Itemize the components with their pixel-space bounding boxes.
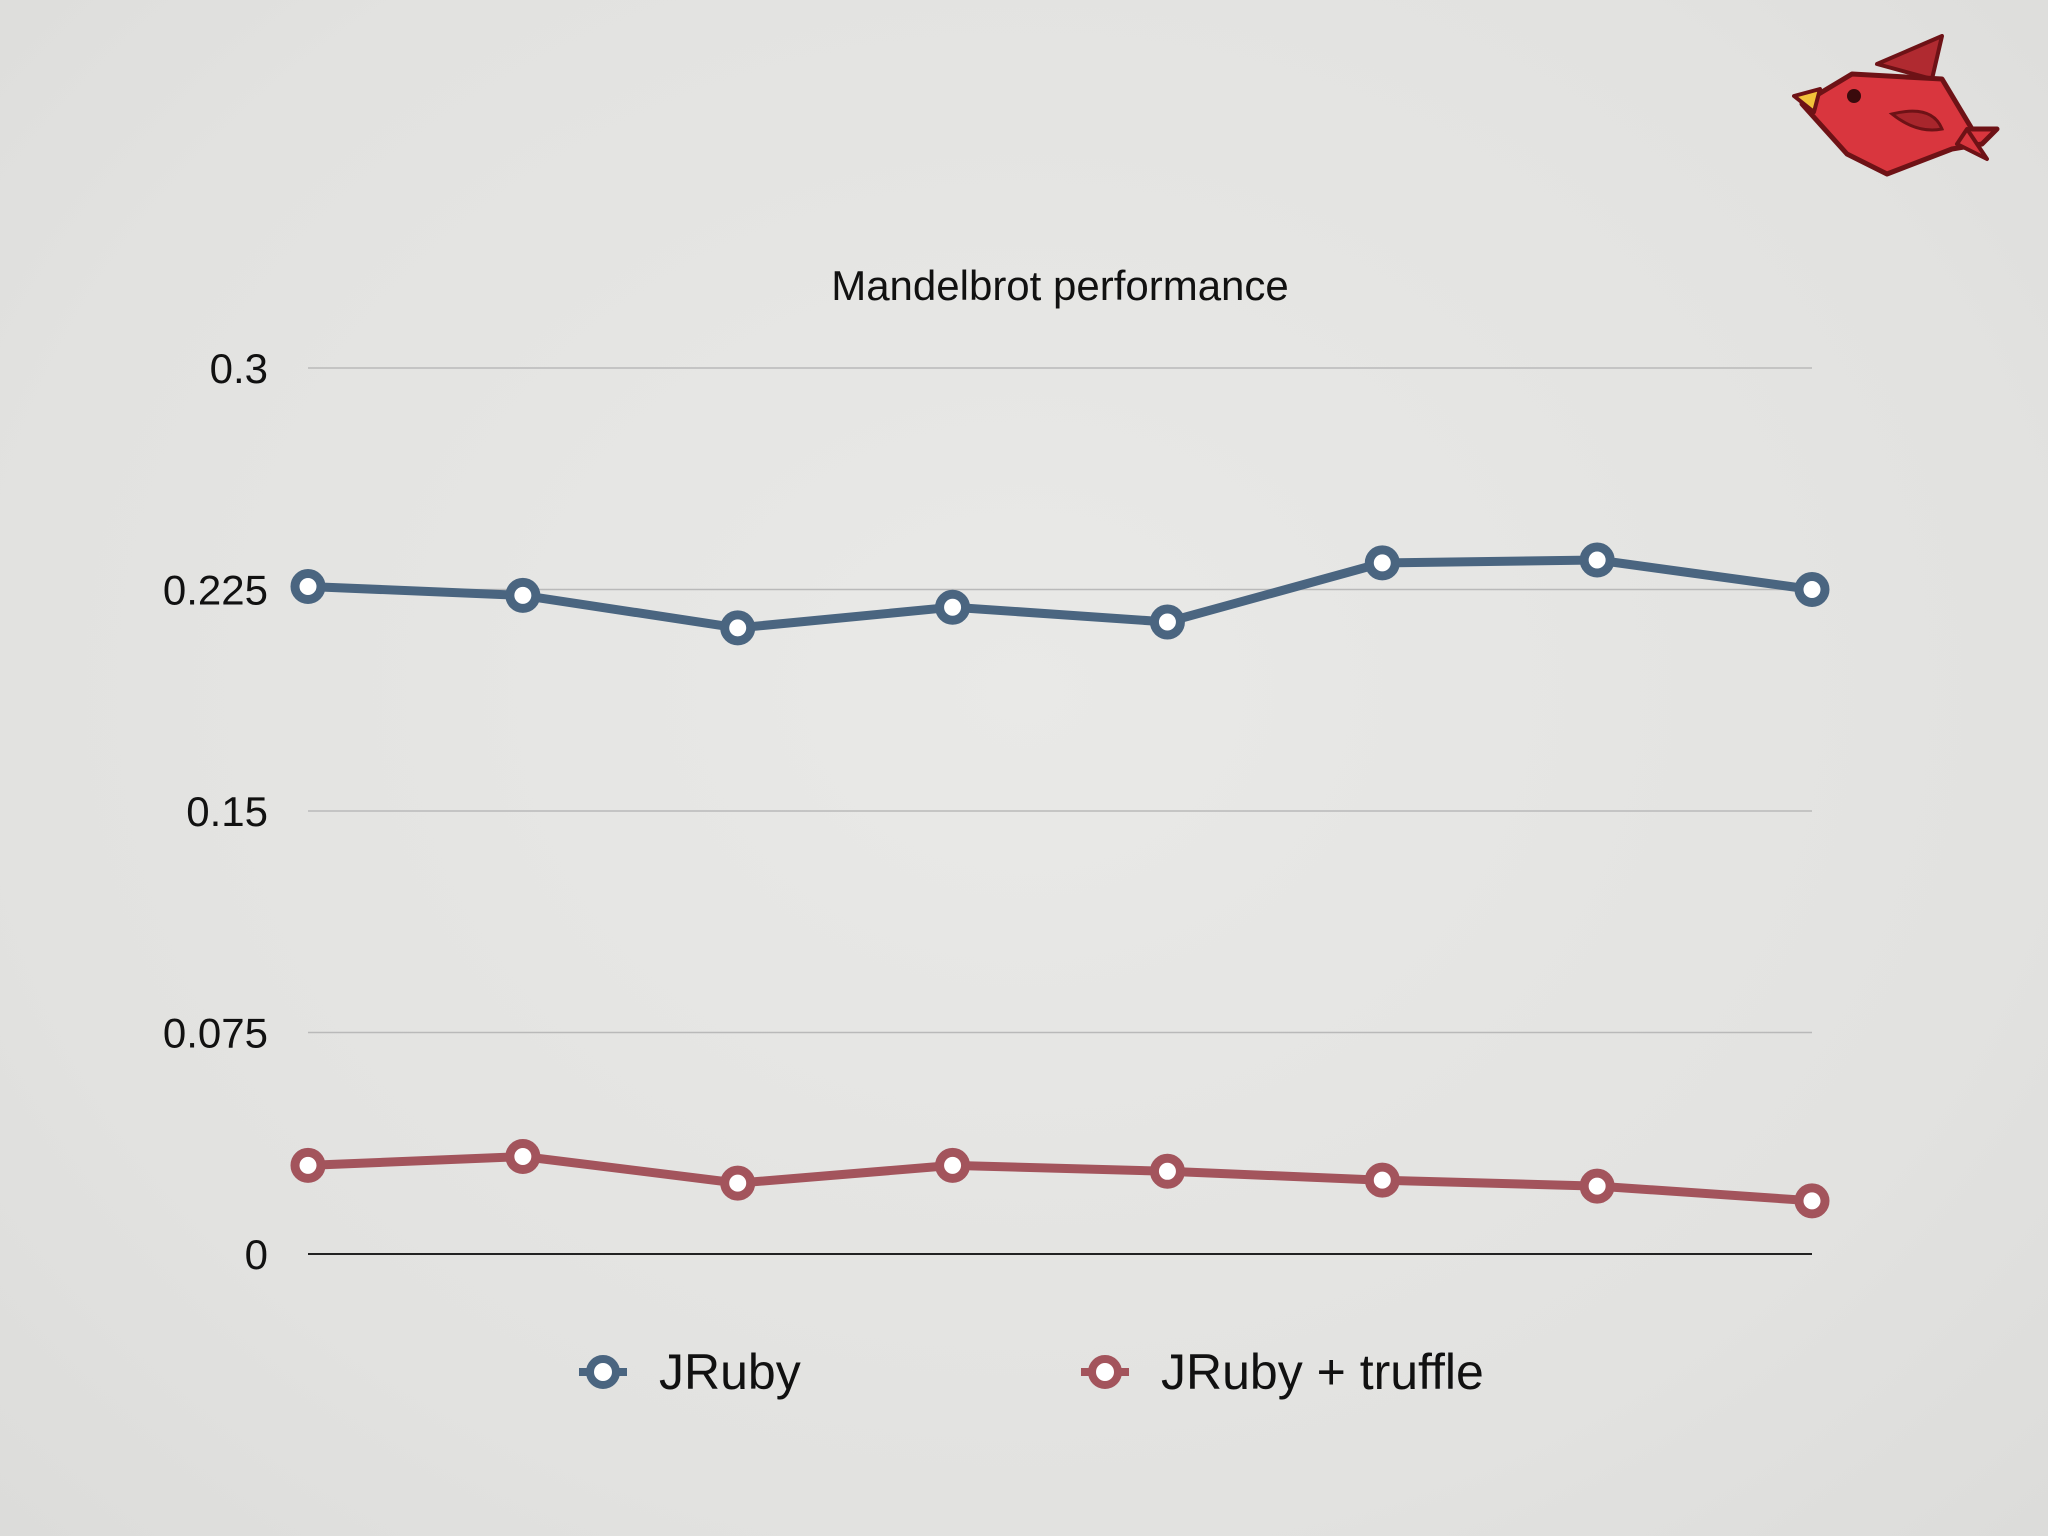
series-line-1: [303, 1152, 1817, 1206]
grid-lines: [308, 367, 1812, 1255]
data-point: [935, 589, 971, 625]
y-tick-label: 0: [245, 1231, 268, 1278]
legend-label: JRuby + truffle: [1161, 1344, 1484, 1400]
legend-marker: [1088, 1355, 1122, 1389]
y-tick-label: 0.3: [210, 345, 268, 392]
data-point: [720, 1165, 756, 1201]
chart-title: Mandelbrot performance: [831, 262, 1289, 309]
cardinal-bird-icon: [1792, 34, 2000, 177]
data-point: [1794, 1183, 1830, 1219]
data-point: [290, 1147, 326, 1183]
legend: JRuby JRuby + truffle: [579, 1344, 1484, 1400]
series-lines: [303, 555, 1817, 1206]
y-tick-label: 0.15: [186, 788, 268, 835]
data-point: [1149, 604, 1185, 640]
data-point: [935, 1147, 971, 1183]
series-line-0: [303, 555, 1817, 633]
data-point: [1364, 545, 1400, 581]
data-point: [1794, 572, 1830, 607]
data-point: [290, 569, 326, 605]
series-points: [290, 542, 1830, 1219]
legend-label: JRuby: [659, 1344, 801, 1400]
data-point: [1579, 542, 1615, 578]
data-point: [1364, 1162, 1400, 1198]
data-point: [505, 577, 541, 613]
data-point: [505, 1139, 541, 1175]
y-axis-ticks: 0 0.075 0.15 0.225 0.3: [163, 345, 268, 1278]
y-tick-label: 0.225: [163, 567, 268, 614]
y-tick-label: 0.075: [163, 1010, 268, 1057]
legend-marker: [586, 1355, 620, 1389]
data-point: [720, 610, 756, 646]
data-point: [1579, 1168, 1615, 1204]
data-point: [1149, 1153, 1185, 1189]
